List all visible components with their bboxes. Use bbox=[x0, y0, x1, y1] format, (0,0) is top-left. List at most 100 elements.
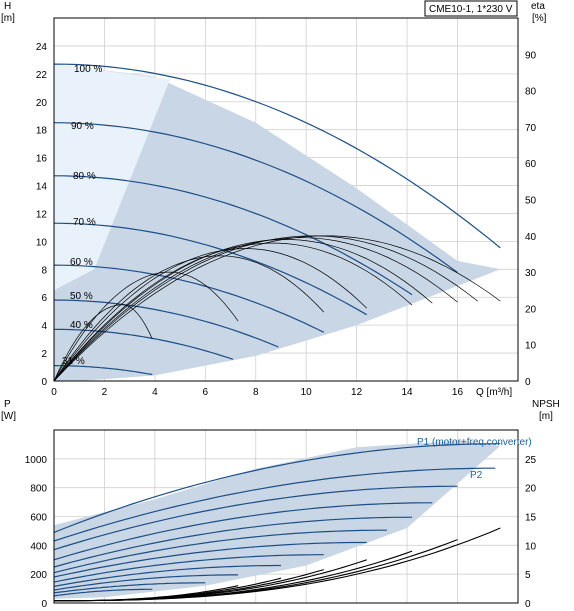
eta-tick-label: 0 bbox=[525, 377, 531, 388]
head-curve-label: 90 % bbox=[71, 121, 94, 132]
head-curve bbox=[53, 328, 234, 360]
head-tick-label: 12 bbox=[36, 209, 48, 220]
power-curve bbox=[53, 588, 153, 597]
head-curve bbox=[54, 175, 413, 296]
head-tick-label: 22 bbox=[36, 70, 48, 81]
npsh-curve bbox=[54, 585, 239, 602]
head-curve-label: 40 % bbox=[70, 320, 93, 331]
head-tick-label: 6 bbox=[41, 293, 47, 304]
head-curve bbox=[53, 222, 367, 316]
power-curve bbox=[53, 564, 281, 587]
flow-tick-label: 6 bbox=[203, 387, 209, 398]
flow-tick-label: 0 bbox=[51, 387, 57, 398]
head-curve-label: 80 % bbox=[73, 171, 96, 182]
power-curve bbox=[53, 516, 413, 568]
head-curve-label: 100 % bbox=[74, 64, 102, 75]
head-tick-label: 18 bbox=[36, 126, 48, 137]
head-axis-label: H bbox=[4, 1, 11, 12]
npsh-tick-label: 20 bbox=[525, 484, 537, 495]
flow-tick-label: 16 bbox=[452, 387, 464, 398]
head-axis-unit: [m] bbox=[1, 13, 15, 24]
head-light-region bbox=[54, 64, 170, 291]
power-curve bbox=[53, 529, 387, 574]
power-axis-label: P bbox=[4, 399, 11, 410]
npsh-axis-label: NPSH bbox=[532, 399, 560, 410]
power-tick-label: 600 bbox=[30, 513, 47, 524]
efficiency-curve bbox=[53, 242, 413, 382]
efficiency-curve bbox=[53, 235, 501, 382]
power-tick-label: 800 bbox=[30, 484, 47, 495]
head-curve bbox=[53, 122, 458, 273]
flow-axis-label: Q [m³/h] bbox=[476, 387, 512, 398]
power-operating-area bbox=[54, 440, 501, 599]
npsh-tick-label: 5 bbox=[525, 570, 531, 581]
p1-series-label: P1 (motor+freq.converter) bbox=[417, 437, 532, 448]
power-axis-unit: [W] bbox=[1, 411, 16, 422]
power-tick-label: 200 bbox=[30, 570, 47, 581]
eta-tick-label: 60 bbox=[525, 159, 537, 170]
head-curve-label: 70 % bbox=[73, 217, 96, 228]
flow-tick-label: 14 bbox=[401, 387, 413, 398]
head-tick-label: 20 bbox=[36, 98, 48, 109]
head-tick-label: 2 bbox=[41, 349, 47, 360]
efficiency-curve bbox=[53, 271, 239, 382]
head-curve bbox=[53, 63, 501, 249]
power-curve bbox=[53, 443, 501, 533]
npsh-tick-label: 0 bbox=[525, 599, 531, 610]
efficiency-curve bbox=[53, 239, 433, 382]
npsh-tick-label: 10 bbox=[525, 541, 537, 552]
flow-tick-label: 12 bbox=[351, 387, 363, 398]
power-curve bbox=[53, 574, 239, 591]
head-curve-label: 50 % bbox=[70, 291, 93, 302]
power-operating-area-fill bbox=[54, 440, 501, 599]
power-axis-ticks: 0 200 400 600 800 1000 0 5 10 15 20 25 bbox=[25, 455, 537, 610]
head-tick-label: 0 bbox=[41, 377, 47, 388]
eta-tick-label: 70 bbox=[525, 123, 537, 134]
head-axis-ticks: 0 2 4 6 8 10 12 14 16024681012141618202224010203… bbox=[36, 42, 537, 398]
p2-series-label: P2 bbox=[470, 470, 483, 481]
eta-tick-label: 30 bbox=[525, 268, 537, 279]
head-curves: 100 %90 %80 %70 %60 %50 %40 %31 % bbox=[53, 63, 501, 376]
eta-tick-label: 40 bbox=[525, 232, 537, 243]
power-curve bbox=[53, 541, 367, 578]
efficiency-curve bbox=[53, 237, 458, 382]
head-curve bbox=[53, 264, 325, 333]
power-plot-frame bbox=[53, 429, 519, 604]
npsh-tick-label: 25 bbox=[525, 455, 537, 466]
npsh-axis-unit: [m] bbox=[539, 411, 553, 422]
power-curve bbox=[53, 554, 324, 583]
power-tick-label: 0 bbox=[41, 599, 47, 610]
head-plot-frame bbox=[53, 17, 519, 382]
power-curve bbox=[53, 485, 458, 551]
flow-tick-label: 10 bbox=[301, 387, 313, 398]
eta-axis-unit: [%] bbox=[532, 13, 547, 24]
efficiency-curve bbox=[53, 304, 153, 382]
efficiency-curve bbox=[53, 248, 367, 382]
eta-tick-label: 50 bbox=[525, 196, 537, 207]
power-curve bbox=[53, 467, 496, 542]
eta-tick-label: 80 bbox=[525, 87, 537, 98]
power-curves bbox=[53, 443, 501, 597]
power-tick-label: 400 bbox=[30, 541, 47, 552]
head-tick-label: 24 bbox=[36, 42, 48, 53]
head-curve bbox=[54, 365, 153, 376]
flow-tick-label: 8 bbox=[253, 387, 259, 398]
head-tick-label: 16 bbox=[36, 154, 48, 165]
head-curve bbox=[53, 299, 279, 348]
efficiency-curves bbox=[53, 235, 501, 382]
head-tick-label: 14 bbox=[36, 182, 48, 193]
power-curve bbox=[53, 582, 206, 594]
model-title-box bbox=[424, 0, 518, 17]
head-tick-label: 4 bbox=[41, 321, 47, 332]
power-tick-label: 1000 bbox=[25, 455, 48, 466]
head-tick-label: 10 bbox=[36, 237, 48, 248]
npsh-tick-label: 15 bbox=[525, 513, 537, 524]
eta-tick-label: 10 bbox=[525, 341, 537, 352]
model-title: CME10-1, 1*230 V bbox=[429, 4, 513, 15]
flow-tick-label: 2 bbox=[102, 387, 108, 398]
eta-tick-label: 20 bbox=[525, 304, 537, 315]
power-curve bbox=[53, 502, 433, 561]
efficiency-curve bbox=[53, 255, 325, 382]
